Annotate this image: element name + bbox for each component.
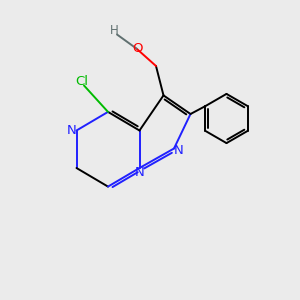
Text: N: N [67,124,77,137]
Text: N: N [174,143,183,157]
Text: H: H [110,23,118,37]
Text: O: O [132,42,143,55]
Text: Cl: Cl [75,75,88,88]
Text: N: N [135,166,144,179]
